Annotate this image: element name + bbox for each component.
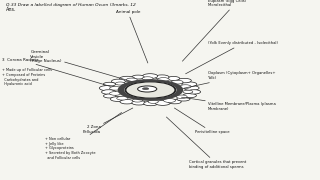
Ellipse shape — [142, 77, 153, 80]
Ellipse shape — [119, 76, 135, 81]
Ellipse shape — [183, 93, 196, 98]
Text: Ooplasm (Cytoplasm+ Organelles+
Yolk): Ooplasm (Cytoplasm+ Organelles+ Yolk) — [184, 71, 276, 88]
Ellipse shape — [120, 100, 134, 104]
Ellipse shape — [110, 97, 125, 101]
Text: (Yolk Evenly distributed - Isolecithal): (Yolk Evenly distributed - Isolecithal) — [186, 41, 278, 74]
Text: Germinal
Vesicle
(Huge Nucleus): Germinal Vesicle (Huge Nucleus) — [30, 50, 142, 85]
Ellipse shape — [103, 82, 116, 86]
Ellipse shape — [177, 78, 191, 83]
Ellipse shape — [116, 82, 125, 85]
Ellipse shape — [176, 95, 187, 98]
Ellipse shape — [148, 100, 158, 103]
Ellipse shape — [142, 74, 158, 78]
Ellipse shape — [184, 86, 199, 90]
Text: 2 Zona
Pellucida: 2 Zona Pellucida — [83, 108, 133, 134]
Text: Perivitelline space: Perivitelline space — [174, 108, 230, 134]
Ellipse shape — [117, 96, 128, 100]
Ellipse shape — [167, 76, 180, 80]
Ellipse shape — [187, 90, 201, 94]
Ellipse shape — [144, 101, 158, 106]
Ellipse shape — [111, 79, 125, 84]
Ellipse shape — [132, 99, 143, 102]
Ellipse shape — [103, 94, 116, 98]
Ellipse shape — [109, 87, 121, 90]
Ellipse shape — [155, 75, 169, 79]
Ellipse shape — [126, 78, 137, 82]
Text: Cortical granules that prevent
binding of additional sperms: Cortical granules that prevent binding o… — [166, 117, 246, 169]
Ellipse shape — [142, 88, 149, 90]
Ellipse shape — [171, 80, 183, 84]
Ellipse shape — [101, 90, 116, 94]
Ellipse shape — [155, 100, 171, 105]
Ellipse shape — [99, 86, 115, 91]
Ellipse shape — [118, 80, 182, 100]
Text: Non-cystic. Alecithal. Microscopic
Secondary oocyte
Euplasm (Egg Cells)
Microlec: Non-cystic. Alecithal. Microscopic Secon… — [182, 0, 272, 61]
Ellipse shape — [126, 82, 174, 98]
Ellipse shape — [168, 100, 181, 104]
Ellipse shape — [138, 86, 157, 92]
Ellipse shape — [183, 90, 193, 93]
Ellipse shape — [164, 99, 176, 102]
Text: + Made up of Follicular cells
+ Composed of Proteins
  Carbohydrates and
  Hyalu: + Made up of Follicular cells + Composed… — [2, 68, 52, 86]
Ellipse shape — [177, 97, 190, 101]
Ellipse shape — [180, 85, 191, 88]
Ellipse shape — [124, 82, 177, 98]
Text: 3  Corona Radiata: 3 Corona Radiata — [2, 58, 110, 86]
Text: + Non cellular
+ Jelly like
+ Glycoproteins
+ Secreted by Both Zoocyte
  and Fol: + Non cellular + Jelly like + Glycoprote… — [45, 112, 122, 160]
Ellipse shape — [158, 78, 169, 81]
Ellipse shape — [125, 82, 176, 98]
Ellipse shape — [109, 92, 121, 95]
Text: Animal pole: Animal pole — [116, 10, 148, 63]
Text: Ans.: Ans. — [6, 7, 17, 12]
Ellipse shape — [132, 75, 144, 79]
Text: Q.33 Draw a labelled diagram of Human Ovum (3marks, 12: Q.33 Draw a labelled diagram of Human Ov… — [6, 3, 136, 7]
Text: Vitelline Membrane/Plasma (plasma
Membrane): Vitelline Membrane/Plasma (plasma Membra… — [181, 97, 276, 111]
Ellipse shape — [182, 82, 197, 87]
Ellipse shape — [132, 101, 146, 105]
